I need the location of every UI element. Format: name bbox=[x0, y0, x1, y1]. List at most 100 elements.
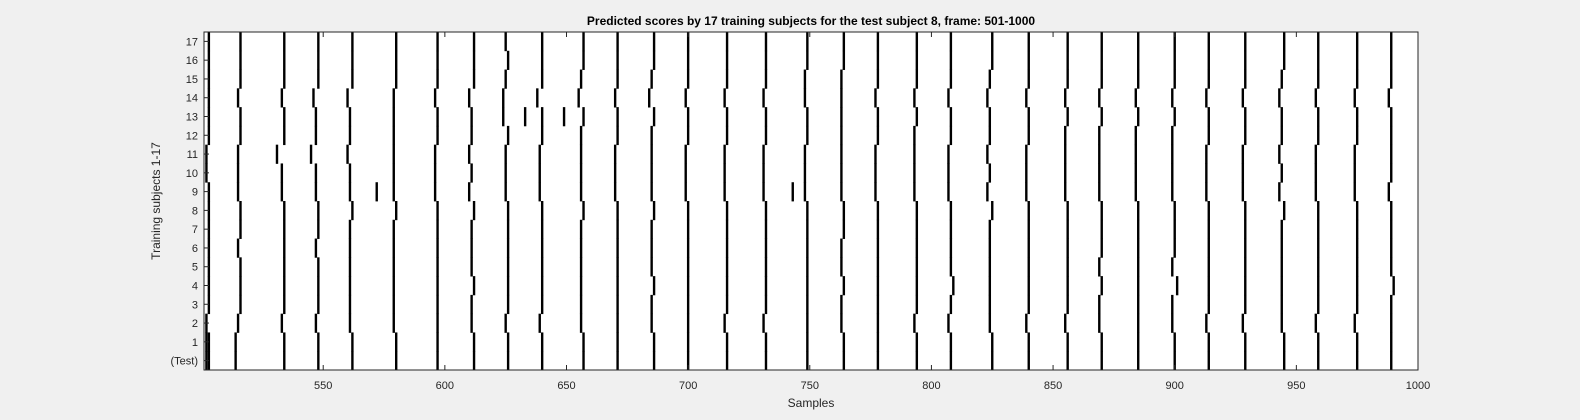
score-mark-row0-29 bbox=[1244, 351, 1246, 370]
score-mark-row8-26 bbox=[1174, 201, 1176, 220]
score-mark-row16-3 bbox=[317, 51, 319, 70]
score-mark-row11-1 bbox=[237, 145, 239, 164]
score-mark-row3-15 bbox=[765, 295, 767, 314]
score-mark-row9-34 bbox=[1388, 182, 1390, 201]
y-tick-label-1: 1 bbox=[192, 337, 198, 349]
score-mark-row3-25 bbox=[1137, 295, 1139, 314]
score-mark-row12-12 bbox=[650, 126, 652, 145]
score-mark-row15-32 bbox=[1390, 70, 1392, 89]
score-mark-row11-22 bbox=[1025, 145, 1027, 164]
score-mark-row5-18 bbox=[877, 257, 879, 276]
score-mark-row17-24 bbox=[1101, 32, 1103, 51]
score-mark-row10-26 bbox=[1171, 163, 1173, 182]
score-mark-row15-23 bbox=[1066, 70, 1068, 89]
score-mark-row13-34 bbox=[1390, 107, 1392, 126]
score-mark-row10-25 bbox=[1135, 163, 1137, 182]
score-mark-row10-12 bbox=[650, 163, 652, 182]
score-mark-row3-19 bbox=[916, 295, 918, 314]
score-mark-row7-16 bbox=[806, 220, 808, 239]
score-mark-row6-25 bbox=[1137, 239, 1139, 258]
score-mark-row12-20 bbox=[950, 126, 952, 145]
score-mark-row1-32 bbox=[1356, 332, 1358, 351]
score-mark-row2-24 bbox=[1098, 314, 1100, 333]
score-mark-row12-1 bbox=[239, 126, 241, 145]
score-mark-row14-25 bbox=[1135, 88, 1137, 107]
score-mark-row15-6 bbox=[436, 70, 438, 89]
score-mark-row14-13 bbox=[685, 88, 687, 107]
score-mark-row2-6 bbox=[436, 314, 438, 333]
score-mark-row10-4 bbox=[349, 163, 351, 182]
score-mark-row0-25 bbox=[1101, 351, 1103, 370]
score-mark-row8-23 bbox=[1066, 201, 1068, 220]
score-mark-row12-8 bbox=[507, 126, 509, 145]
score-mark-row0-32 bbox=[1356, 351, 1358, 370]
score-mark-row6-15 bbox=[765, 239, 767, 258]
score-mark-row7-2 bbox=[283, 220, 285, 239]
score-mark-row14-23 bbox=[1064, 88, 1066, 107]
x-tick-label-750: 750 bbox=[801, 380, 819, 392]
score-mark-row12-21 bbox=[989, 126, 991, 145]
score-mark-row12-31 bbox=[1356, 126, 1358, 145]
y-tick-label-9: 9 bbox=[192, 187, 198, 199]
score-mark-row8-19 bbox=[916, 201, 918, 220]
score-mark-row0-2 bbox=[234, 351, 236, 370]
score-mark-row12-3 bbox=[315, 126, 317, 145]
score-mark-row10-2 bbox=[281, 163, 283, 182]
score-mark-row14-7 bbox=[468, 88, 470, 107]
score-mark-row16-24 bbox=[1101, 51, 1103, 70]
score-mark-row17-15 bbox=[765, 32, 767, 51]
score-mark-row11-14 bbox=[723, 145, 725, 164]
score-mark-row11-15 bbox=[762, 145, 764, 164]
score-mark-row3-21 bbox=[989, 295, 991, 314]
score-mark-row9-22 bbox=[947, 182, 949, 201]
y-tick-label-14: 14 bbox=[186, 93, 198, 105]
score-mark-row10-24 bbox=[1098, 163, 1100, 182]
score-mark-row15-2 bbox=[283, 70, 285, 89]
score-mark-row6-6 bbox=[436, 239, 438, 258]
score-mark-row1-23 bbox=[1028, 332, 1030, 351]
score-mark-row4-16 bbox=[806, 276, 808, 295]
score-mark-row8-32 bbox=[1390, 201, 1392, 220]
score-mark-row9-24 bbox=[1025, 182, 1027, 201]
score-mark-row15-21 bbox=[989, 70, 991, 89]
score-mark-row5-22 bbox=[1028, 257, 1030, 276]
score-mark-row7-12 bbox=[650, 220, 652, 239]
score-mark-row16-15 bbox=[765, 51, 767, 70]
score-mark-row8-10 bbox=[582, 201, 584, 220]
score-mark-row6-18 bbox=[877, 239, 879, 258]
score-mark-row5-31 bbox=[1356, 257, 1358, 276]
score-mark-row11-17 bbox=[840, 145, 842, 164]
score-mark-row17-4 bbox=[351, 32, 353, 51]
y-tick-label-17: 17 bbox=[186, 36, 198, 48]
score-mark-row17-9 bbox=[541, 32, 543, 51]
score-mark-row11-27 bbox=[1205, 145, 1207, 164]
score-mark-row17-12 bbox=[653, 32, 655, 51]
score-mark-row9-19 bbox=[840, 182, 842, 201]
score-mark-row1-22 bbox=[991, 332, 993, 351]
score-mark-row12-29 bbox=[1281, 126, 1283, 145]
score-mark-row17-3 bbox=[317, 32, 319, 51]
score-mark-row16-21 bbox=[991, 51, 993, 70]
score-mark-row5-10 bbox=[580, 257, 582, 276]
score-mark-row7-7 bbox=[470, 220, 472, 239]
score-mark-row12-11 bbox=[616, 126, 618, 145]
score-mark-row16-4 bbox=[351, 51, 353, 70]
score-mark-row5-25 bbox=[1137, 257, 1139, 276]
score-mark-row8-27 bbox=[1208, 201, 1210, 220]
score-mark-row7-17 bbox=[843, 220, 845, 239]
score-mark-row15-20 bbox=[950, 70, 952, 89]
score-mark-row16-27 bbox=[1208, 51, 1210, 70]
x-axis-label: Samples bbox=[788, 396, 835, 410]
score-mark-row4-3 bbox=[317, 276, 319, 295]
score-mark-row1-15 bbox=[726, 332, 728, 351]
score-mark-row14-32 bbox=[1388, 88, 1390, 107]
score-mark-row6-32 bbox=[1390, 239, 1392, 258]
score-mark-row13-32 bbox=[1317, 107, 1319, 126]
score-mark-row14-27 bbox=[1205, 88, 1207, 107]
score-mark-row0-20 bbox=[916, 351, 918, 370]
y-tick-label-7: 7 bbox=[192, 224, 198, 236]
score-mark-row15-28 bbox=[1244, 70, 1246, 89]
score-mark-row7-14 bbox=[726, 220, 728, 239]
score-mark-row10-21 bbox=[989, 163, 991, 182]
score-mark-row7-25 bbox=[1137, 220, 1139, 239]
